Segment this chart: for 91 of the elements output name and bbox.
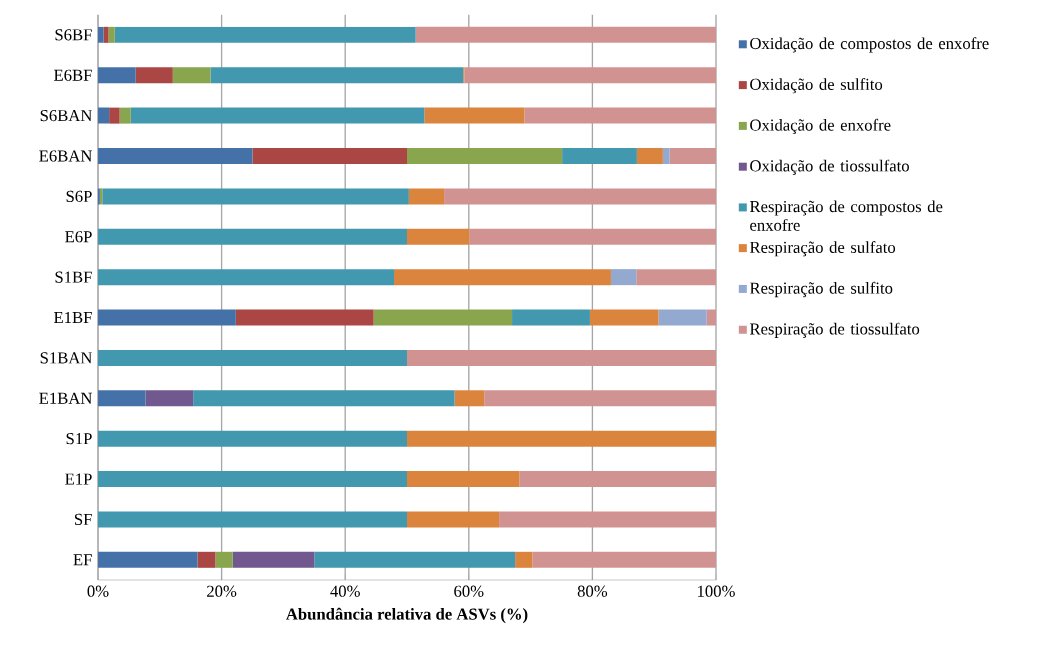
bar <box>515 551 533 568</box>
y-tick-label: E6P <box>65 231 92 243</box>
bar <box>98 107 110 124</box>
x-tick-label: 100% <box>698 585 735 597</box>
bar <box>314 551 516 568</box>
bar <box>193 390 455 407</box>
bar <box>407 430 716 447</box>
bar <box>519 471 716 488</box>
y-tick-label: S6BF <box>55 29 92 41</box>
bar <box>407 471 520 488</box>
y-tick-label: EF <box>73 554 92 566</box>
bar <box>215 551 233 568</box>
x-tick-label: 20% <box>207 585 237 597</box>
bar <box>119 107 131 124</box>
bar <box>197 551 216 568</box>
bar <box>407 228 470 245</box>
bar <box>98 551 198 568</box>
bar <box>610 269 637 286</box>
bar <box>407 349 716 366</box>
bar <box>424 107 525 124</box>
bar <box>98 390 146 407</box>
bar <box>232 551 315 568</box>
bar <box>98 309 236 326</box>
bar <box>394 269 611 286</box>
bar <box>662 148 670 164</box>
bar <box>172 67 211 84</box>
bar <box>636 148 663 164</box>
bar <box>464 67 716 84</box>
y-tick-label: SF <box>74 513 92 526</box>
y-tick-label: S1BAN <box>40 352 93 364</box>
y-tick-label: E1BF <box>53 312 92 324</box>
legend-label: Oxidação de compostos de enxofre <box>750 37 989 53</box>
legend-label: Respiração de sulfito <box>749 281 893 298</box>
bar <box>98 269 395 286</box>
legend-label: Respiração de sulfato <box>749 241 896 257</box>
bar <box>130 107 425 124</box>
bar <box>415 26 716 43</box>
bar <box>484 390 716 407</box>
bar <box>108 26 115 43</box>
y-tick-label: S1P <box>66 433 92 445</box>
bar <box>98 148 253 164</box>
y-tick-label: S1BF <box>55 271 92 283</box>
bar <box>252 148 408 164</box>
bar <box>408 188 445 205</box>
bar <box>562 148 637 164</box>
bar <box>98 430 408 447</box>
legend-label: Respiração de tiossulfato <box>749 322 920 338</box>
bar <box>706 309 716 326</box>
bar <box>444 188 716 205</box>
bar <box>524 107 716 124</box>
y-tick-label: E6BAN <box>39 150 93 162</box>
bar <box>235 309 374 326</box>
bar <box>499 511 716 528</box>
bar <box>102 188 409 205</box>
x-tick-label: 80% <box>577 585 608 597</box>
legend-label: Oxidação de tiossulfato <box>750 159 909 175</box>
bar <box>109 107 120 124</box>
bar <box>135 67 173 84</box>
y-tick-label: E1P <box>65 473 92 485</box>
y-tick-label: S6P <box>66 190 92 202</box>
bar <box>636 269 716 286</box>
bar <box>103 26 109 43</box>
bar <box>114 26 416 43</box>
bar <box>98 349 408 366</box>
x-axis-title: Abundância relativa de ASVs (%) <box>286 607 528 624</box>
x-tick-label: 60% <box>454 585 484 597</box>
bar <box>469 228 716 245</box>
legend-label: Oxidação de sulfito <box>750 78 883 94</box>
bar <box>532 551 716 568</box>
y-tick-label: S6BAN <box>40 110 93 122</box>
bar <box>589 309 659 326</box>
x-tick-label: 40% <box>330 585 360 597</box>
bar <box>98 471 408 488</box>
bar <box>373 309 513 326</box>
legend-label: Oxidação de enxofre <box>750 118 891 135</box>
y-tick-label: E6BF <box>53 69 92 81</box>
bar <box>407 511 500 528</box>
legend-label: Respiração de compostos de enxofre <box>749 200 943 231</box>
bar <box>98 511 408 528</box>
bar <box>98 228 408 245</box>
y-tick-label: E1BAN <box>39 392 93 404</box>
bar <box>658 309 707 326</box>
bar <box>98 26 104 43</box>
x-tick-label: 0% <box>87 585 109 597</box>
bar <box>407 148 563 164</box>
bar <box>98 67 136 84</box>
bar <box>210 67 464 84</box>
bar <box>669 148 716 164</box>
bar <box>512 309 590 326</box>
bar <box>454 390 485 407</box>
bar <box>145 390 194 407</box>
